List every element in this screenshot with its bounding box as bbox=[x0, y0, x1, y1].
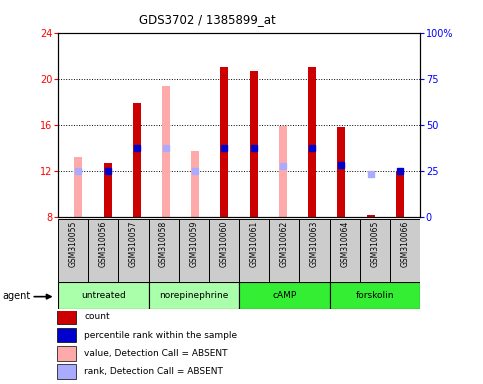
Bar bbox=[191, 151, 199, 217]
Bar bbox=[88, 219, 118, 282]
Text: agent: agent bbox=[2, 291, 30, 301]
Bar bbox=[118, 219, 149, 282]
Bar bbox=[239, 282, 330, 309]
Text: GSM310063: GSM310063 bbox=[310, 221, 319, 267]
Text: forskolin: forskolin bbox=[355, 291, 394, 300]
Text: untreated: untreated bbox=[81, 291, 126, 300]
Bar bbox=[209, 219, 239, 282]
Text: GSM310058: GSM310058 bbox=[159, 221, 168, 267]
Text: value, Detection Call = ABSENT: value, Detection Call = ABSENT bbox=[85, 349, 228, 358]
Bar bbox=[104, 163, 112, 217]
Text: norepinephrine: norepinephrine bbox=[159, 291, 228, 300]
Bar bbox=[308, 67, 316, 217]
Text: GSM310061: GSM310061 bbox=[250, 221, 259, 267]
Bar bbox=[74, 157, 83, 217]
Text: GSM310057: GSM310057 bbox=[129, 221, 138, 267]
Text: count: count bbox=[85, 312, 110, 321]
Bar bbox=[57, 346, 76, 361]
Bar bbox=[250, 71, 258, 217]
Text: GSM310059: GSM310059 bbox=[189, 221, 199, 267]
Bar bbox=[149, 282, 239, 309]
Text: GSM310062: GSM310062 bbox=[280, 221, 289, 267]
Text: GSM310060: GSM310060 bbox=[219, 221, 228, 267]
Bar bbox=[270, 219, 299, 282]
Bar bbox=[330, 219, 360, 282]
Bar bbox=[367, 215, 374, 217]
Bar bbox=[220, 67, 228, 217]
Bar bbox=[58, 219, 88, 282]
Text: GSM310066: GSM310066 bbox=[400, 221, 410, 267]
Text: GDS3702 / 1385899_at: GDS3702 / 1385899_at bbox=[139, 13, 276, 26]
Text: GSM310055: GSM310055 bbox=[69, 221, 78, 267]
Text: GSM310056: GSM310056 bbox=[99, 221, 108, 267]
Text: GSM310065: GSM310065 bbox=[370, 221, 380, 267]
Bar bbox=[149, 219, 179, 282]
Bar bbox=[57, 310, 76, 324]
Bar bbox=[396, 171, 404, 217]
Bar bbox=[162, 86, 170, 217]
Bar bbox=[58, 282, 149, 309]
Bar bbox=[299, 219, 330, 282]
Bar bbox=[57, 328, 76, 343]
Text: rank, Detection Call = ABSENT: rank, Detection Call = ABSENT bbox=[85, 367, 223, 376]
Bar bbox=[360, 219, 390, 282]
Bar bbox=[133, 103, 141, 217]
Bar bbox=[337, 127, 345, 217]
Text: cAMP: cAMP bbox=[272, 291, 297, 300]
Bar bbox=[57, 364, 76, 379]
Text: GSM310064: GSM310064 bbox=[340, 221, 349, 267]
Bar bbox=[390, 219, 420, 282]
Bar bbox=[239, 219, 270, 282]
Text: percentile rank within the sample: percentile rank within the sample bbox=[85, 331, 238, 339]
Bar bbox=[179, 219, 209, 282]
Bar bbox=[279, 126, 287, 217]
Bar bbox=[330, 282, 420, 309]
